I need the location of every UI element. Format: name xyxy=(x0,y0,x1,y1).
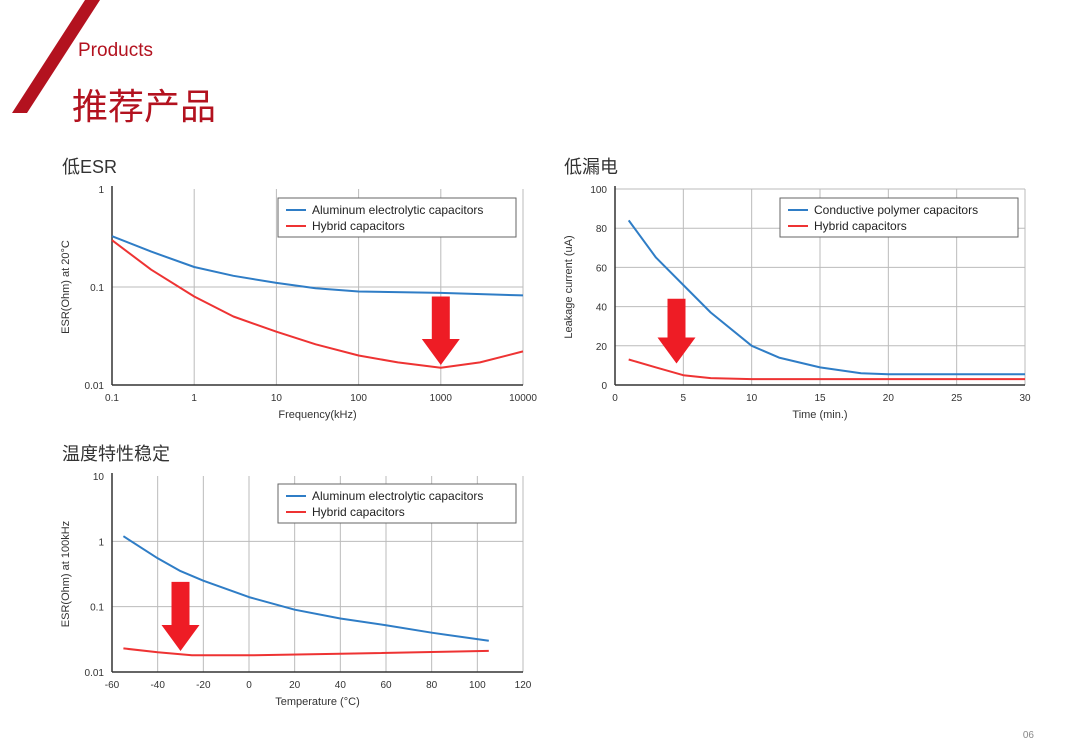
y-tick-label: 10 xyxy=(93,472,105,483)
x-tick-label: 100 xyxy=(469,680,486,691)
series-line xyxy=(111,235,524,297)
series-line xyxy=(627,219,1025,376)
page-title: 推荐产品 xyxy=(72,86,217,127)
y-tick-label: 60 xyxy=(596,263,608,274)
y-tick-label: 0.01 xyxy=(85,381,105,392)
x-tick-label: 25 xyxy=(951,393,963,404)
y-tick-label: 0.1 xyxy=(90,603,104,614)
series-line xyxy=(122,535,489,642)
x-tick-label: 5 xyxy=(681,393,687,404)
page-number: 06 xyxy=(1022,730,1034,741)
legend-box xyxy=(277,197,517,238)
y-tick-label: 20 xyxy=(596,342,608,353)
x-tick-label: 10000 xyxy=(509,393,537,404)
x-tick-label: 20 xyxy=(289,680,301,691)
x-tick-label: -20 xyxy=(196,680,211,691)
legend-box xyxy=(277,483,517,524)
y-tick-label: 0.01 xyxy=(85,668,105,679)
x-tick-label: 0 xyxy=(246,680,252,691)
x-tick-label: 120 xyxy=(515,680,532,691)
down-arrow-icon xyxy=(657,298,696,364)
x-tick-label: 40 xyxy=(335,680,347,691)
y-axis-label: Leakage current (uA) xyxy=(563,235,575,338)
x-axis-label: Temperature (°C) xyxy=(275,696,359,708)
x-tick-label: 80 xyxy=(426,680,438,691)
down-arrow-icon xyxy=(421,296,460,365)
x-tick-label: 60 xyxy=(380,680,392,691)
section-title-low-leakage: 低漏电 xyxy=(564,157,618,177)
chart-0: 0.1 1 10 100 1000 100000.010.11Frequency(kHz)… xyxy=(60,185,537,421)
x-tick-label: 100 xyxy=(350,393,367,404)
legend-label: Hybrid capacitors xyxy=(312,219,405,233)
x-tick-label: 20 xyxy=(883,393,895,404)
products-label: Products xyxy=(78,40,153,61)
x-tick-label: 1 xyxy=(191,393,197,404)
y-tick-label: 100 xyxy=(590,185,607,196)
y-tick-label: 80 xyxy=(596,224,608,235)
series-line xyxy=(111,239,524,369)
legend-box xyxy=(779,197,1019,238)
x-tick-label: 0 xyxy=(612,393,618,404)
brand-stripe xyxy=(12,0,100,113)
x-tick-label: 10 xyxy=(746,393,758,404)
series-line xyxy=(628,358,1025,381)
x-tick-label: 15 xyxy=(814,393,826,404)
chart-2: -60 -40 -20 0 20 40 60 80 100 120 0.01 0.1 1 10 Temper… xyxy=(60,472,532,708)
legend-label: Conductive polymer capacitors xyxy=(814,203,978,217)
legend-label: Aluminum electrolytic capacitors xyxy=(312,489,483,503)
x-axis-label: Time (min.) xyxy=(792,409,847,421)
chart-1: 0 5 10 15 20 25 30 0 20 40 60 80 100 Time (min.) Leaka… xyxy=(563,185,1031,421)
down-arrow-icon xyxy=(161,581,200,651)
y-tick-label: 0 xyxy=(601,381,607,392)
x-tick-label: -40 xyxy=(150,680,165,691)
section-title-low-esr: 低ESR xyxy=(62,157,118,177)
series-line xyxy=(123,647,489,657)
x-axis-label: Frequency(kHz) xyxy=(278,409,356,421)
legend-label: Hybrid capacitors xyxy=(814,219,907,233)
y-tick-label: 40 xyxy=(596,303,608,314)
y-axis-label: ESR(Ohm) at 20°C xyxy=(60,240,72,334)
x-tick-label: 1000 xyxy=(430,393,453,404)
y-tick-label: 0.1 xyxy=(90,283,104,294)
y-axis-label: ESR(Ohm) at 100kHz xyxy=(60,521,72,627)
legend-label: Aluminum electrolytic capacitors xyxy=(312,203,483,217)
x-tick-label: 10 xyxy=(271,393,283,404)
y-tick-label: 1 xyxy=(98,185,104,196)
x-tick-label: 0.1 xyxy=(105,393,119,404)
section-title-temperature: 温度特性稳定 xyxy=(62,444,170,464)
y-tick-label: 1 xyxy=(98,537,104,548)
x-tick-label: 30 xyxy=(1019,393,1031,404)
legend-label: Hybrid capacitors xyxy=(312,505,405,519)
x-tick-label: -60 xyxy=(105,680,120,691)
